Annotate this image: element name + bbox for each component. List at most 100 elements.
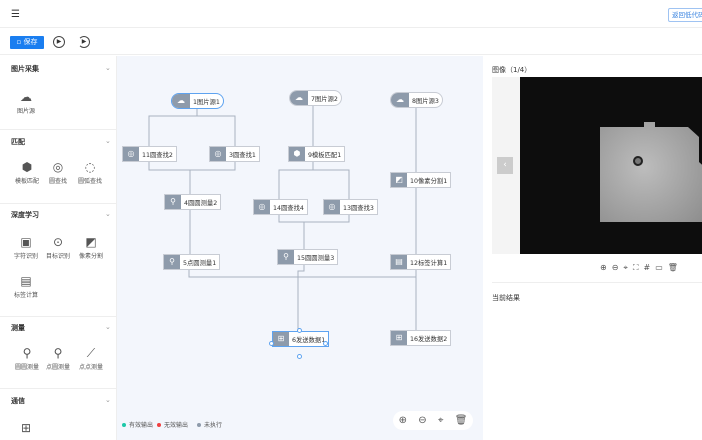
node-label: 10像素分割1 [410, 177, 448, 185]
delete-icon[interactable]: 🗑 [454, 415, 468, 426]
edge [197, 115, 236, 146]
edge [313, 169, 350, 199]
save-button[interactable]: ▫ 保存 [10, 36, 44, 49]
node-label: 4圆圆测量2 [184, 199, 218, 207]
tool-point-point-measure[interactable]: ⟋ 点点测量 [76, 346, 106, 371]
save-label: 保存 [23, 38, 38, 46]
chevron-down-icon[interactable]: ⌄ [105, 210, 111, 218]
node-label: 7图片源2 [311, 95, 338, 103]
flow-node[interactable]: ☁ 1图片源1 [171, 93, 224, 109]
tool-send-data[interactable]: ⊞ [11, 421, 41, 435]
tool-circle-circle-measure[interactable]: ⚲ 圆圆测量 [12, 346, 42, 371]
connection-port[interactable] [269, 341, 274, 346]
flow-node[interactable]: ◎ 14圆查找4 [253, 199, 308, 215]
measure-node-icon: ⚲ [165, 195, 181, 209]
node-label: 13圆查找3 [343, 204, 374, 212]
edge [278, 215, 350, 223]
divider [0, 129, 117, 130]
tool-ocr[interactable]: ▣ 字符识别 [11, 235, 41, 260]
section-title: 测量 [11, 324, 25, 332]
section-title: 匹配 [11, 138, 25, 146]
legend-not-run: 未执行 [197, 420, 222, 429]
flow-node[interactable]: ⚲ 5点圆测量1 [163, 254, 221, 270]
red-dot [157, 422, 161, 427]
label-calc-icon: ▤ [20, 274, 32, 288]
section-title: 深度学习 [11, 211, 39, 219]
edge [188, 270, 416, 278]
zoom-in-icon[interactable]: ⊕ [600, 263, 607, 272]
point-circle-measure-icon: ⚲ [53, 346, 63, 360]
zoom-in-icon[interactable]: ⊕ [398, 415, 407, 426]
flow-node[interactable]: ◩ 10像素分割1 [390, 172, 452, 188]
fullscreen-icon[interactable]: ⛶ [632, 263, 639, 272]
source-node-icon: ☁ [391, 93, 409, 107]
tool-point-circle-measure[interactable]: ⚲ 点圆测量 [43, 346, 73, 371]
legend-valid: 有效输出 [122, 420, 153, 429]
flow-node[interactable]: ◎ 13圆查找3 [323, 199, 378, 215]
connection-port[interactable] [323, 341, 328, 346]
delete-icon[interactable]: 🗑 [667, 263, 678, 272]
flow-node[interactable]: ⚲ 4圆圆测量2 [164, 194, 222, 210]
flow-node[interactable]: ⚲ 15圆圆测量3 [277, 249, 339, 265]
menu-fold-icon[interactable]: ☰ [11, 9, 20, 20]
tool-template-match[interactable]: ⬢ 模板匹配 [12, 160, 42, 185]
segment-icon: ◩ [85, 235, 97, 249]
green-dot [122, 422, 126, 427]
section-title: 图片采集 [11, 65, 39, 73]
image-toolbar: ⊕ ⊖ ⌖ ⛶ # ▭ 🗑 [600, 263, 678, 273]
node-label: 3圆查找1 [229, 151, 256, 159]
play-circle-icon[interactable]: ▶ [53, 36, 65, 48]
back-to-lowcode-button[interactable]: 返回低代码 [668, 8, 702, 22]
tool-arc-find[interactable]: ◌ 圆弧查找 [75, 160, 105, 185]
legend-label: 无效输出 [164, 422, 189, 429]
edge [297, 265, 305, 331]
locate-icon[interactable]: ⌖ [623, 263, 628, 272]
image-icon[interactable]: ▭ [655, 263, 663, 272]
chevron-down-icon[interactable]: ⌄ [105, 64, 111, 72]
flow-node[interactable]: ▤ 12标签计算1 [390, 254, 452, 270]
flow-node[interactable]: ⊞ 6发送数据1 [272, 331, 330, 347]
zoom-out-icon[interactable]: ⊖ [418, 415, 427, 426]
part-shape [600, 122, 702, 222]
connection-port[interactable] [297, 354, 302, 359]
measure-node-icon: ⚲ [164, 255, 180, 269]
prev-image-button[interactable]: ‹ [497, 157, 513, 174]
zoom-out-icon[interactable]: ⊖ [611, 263, 619, 272]
edge [148, 108, 198, 146]
label-node-icon: ▤ [391, 255, 407, 269]
image-title: 图像（1/4） [492, 66, 532, 74]
grid-icon[interactable]: # [643, 263, 651, 272]
chevron-down-icon[interactable]: ⌄ [105, 323, 111, 331]
replay-icon[interactable]: ▶ [78, 36, 90, 48]
flow-node[interactable]: ◎ 11圆查找2 [122, 146, 177, 162]
canvas-zoom-controls: ⊕ ⊖ ⌖ 🗑 [393, 411, 473, 430]
legend-label: 有效输出 [129, 422, 154, 429]
flow-node[interactable]: ⊞ 16发送数据2 [390, 330, 452, 346]
tool-target-recognition[interactable]: ⊙ 目标识别 [43, 235, 73, 260]
chevron-down-icon[interactable]: ⌄ [105, 137, 111, 145]
divider [492, 282, 702, 283]
connection-port[interactable] [297, 328, 302, 333]
save-icon: ▫ [16, 38, 22, 46]
tool-label-calc[interactable]: ▤ 标签计算 [11, 274, 41, 299]
flow-node[interactable]: ☁ 7图片源2 [289, 90, 342, 106]
tool-image-source[interactable]: ☁ 图片源 [11, 90, 41, 115]
top-bar: ☰ 返回低代码 [0, 0, 702, 28]
legend-label: 未执行 [204, 422, 223, 429]
flow-node[interactable]: ◎ 3圆查找1 [209, 146, 260, 162]
source-node-icon: ☁ [172, 94, 190, 108]
edge [278, 162, 314, 199]
locate-icon[interactable]: ⌖ [437, 415, 444, 426]
tool-pixel-segment[interactable]: ◩ 像素分割 [76, 235, 106, 260]
template-node-icon: ⬢ [289, 147, 305, 161]
flow-canvas[interactable]: ☁ 1图片源1 ☁ 7图片源2 ☁ 8图片源3 ◎ 11圆查找2 ◎ 3圆查找1 ⬢ 9模板匹配1 ⚲ 4… [117, 56, 483, 440]
node-label: 12标签计算1 [410, 259, 448, 267]
result-panel: 图像（1/4） ‹ ⊕ ⊖ ⌖ ⛶ # ▭ 🗑 当前结果 [483, 56, 702, 440]
circle-circle-measure-icon: ⚲ [22, 346, 32, 360]
flow-node[interactable]: ⬢ 9模板匹配1 [288, 146, 346, 162]
flow-node[interactable]: ☁ 8图片源3 [390, 92, 443, 108]
tool-circle-find[interactable]: ◎ 圆查找 [43, 160, 73, 185]
chevron-down-icon[interactable]: ⌄ [105, 396, 111, 404]
send-node-icon: ⊞ [273, 332, 289, 346]
node-label: 16发送数据2 [410, 335, 448, 343]
